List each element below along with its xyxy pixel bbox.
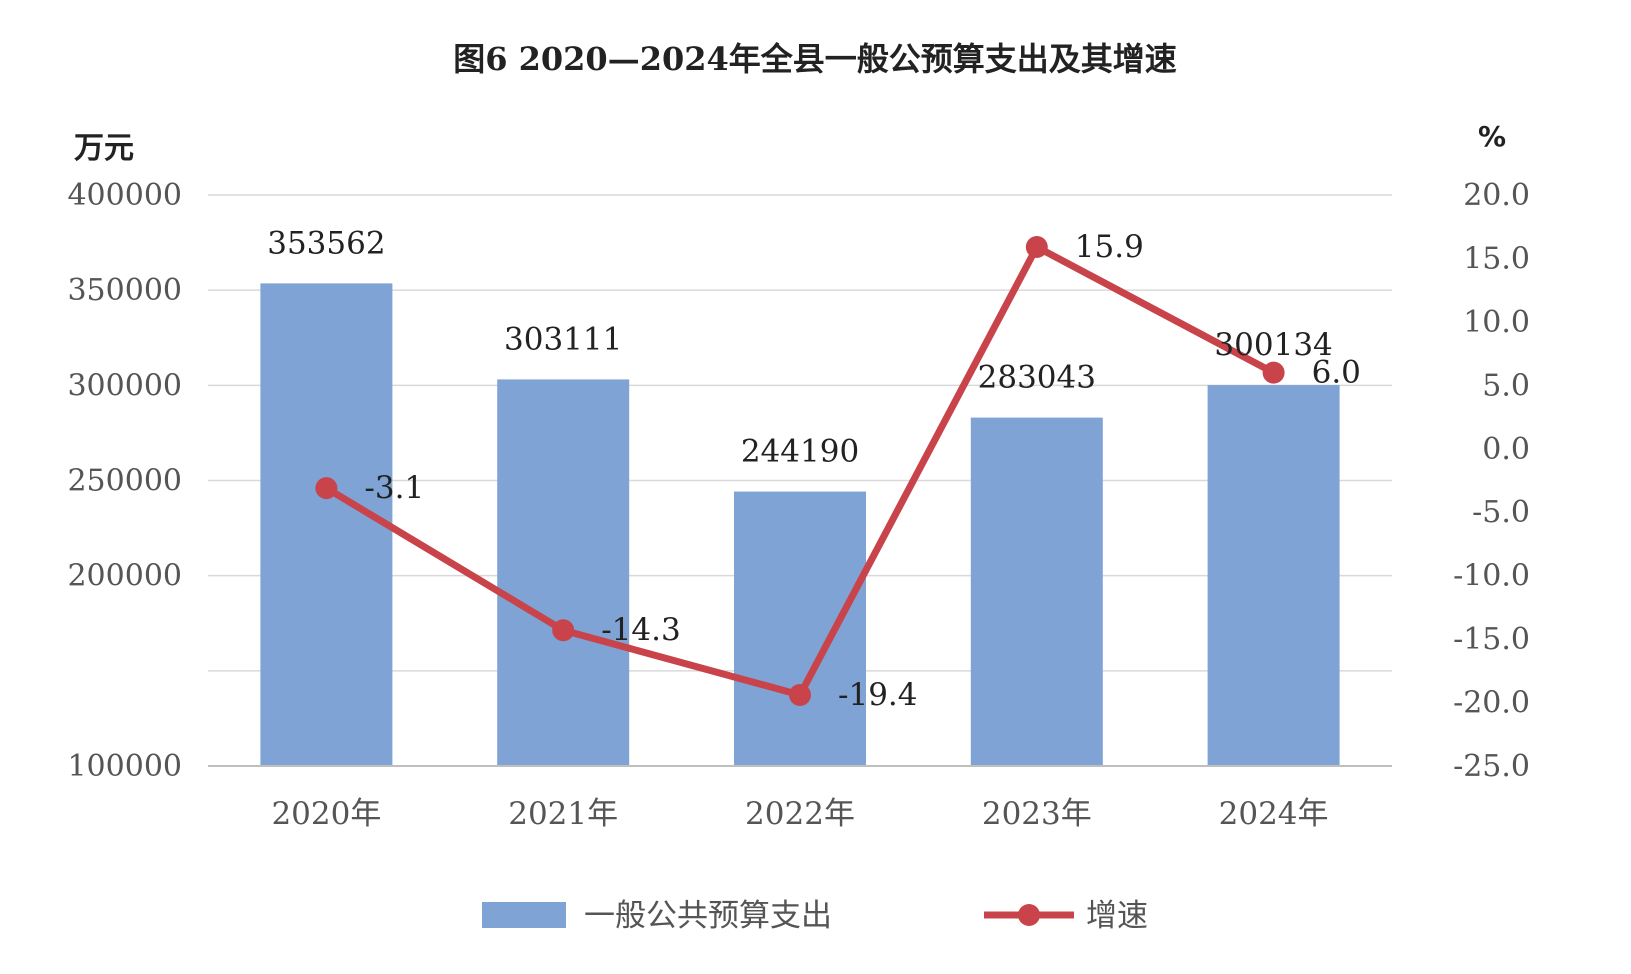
category-label: 2024年 (1219, 796, 1329, 832)
growth-point (1262, 361, 1285, 384)
right-tick-label: -25.0 (1453, 749, 1530, 784)
growth-value-label: 15.9 (1075, 229, 1144, 265)
bar (734, 491, 866, 766)
right-tick-label: -10.0 (1453, 559, 1530, 594)
left-tick-label: 350000 (67, 273, 182, 308)
bar-value-label: 303111 (504, 321, 622, 357)
bar (1207, 385, 1340, 766)
right-axis-unit: % (1478, 120, 1506, 153)
left-axis-unit: 万元 (74, 131, 134, 166)
category-label: 2021年 (508, 796, 618, 832)
legend: 一般公共预算支出 增速 (482, 898, 1148, 934)
bar (497, 379, 630, 766)
growth-value-label: 6.0 (1312, 355, 1361, 391)
bar (970, 417, 1103, 766)
left-tick-label: 300000 (67, 368, 182, 403)
bar-value-label: 283043 (978, 360, 1096, 396)
growth-point (315, 477, 338, 500)
legend-line-label: 增速 (1086, 898, 1148, 934)
legend-bar-swatch (482, 902, 566, 928)
growth-point (789, 683, 811, 706)
growth-point (552, 619, 575, 642)
right-tick-label: 10.0 (1463, 305, 1530, 340)
category-label: 2022年 (745, 796, 855, 832)
right-tick-label: 20.0 (1463, 178, 1530, 213)
data-labels: 353562 303111 244190 283043 300134 -3.1 -14.3 -… (267, 225, 1361, 713)
growth-value-label: -14.3 (601, 612, 681, 648)
chart-title: 图6 2020—2024年全县一般公预算支出及其增速 (453, 40, 1177, 78)
growth-value-label: -3.1 (364, 470, 424, 506)
left-tick-label: 200000 (67, 559, 182, 594)
category-label: 2023年 (982, 796, 1092, 832)
left-tick-label: 250000 (67, 464, 182, 499)
legend-line-marker (1018, 904, 1040, 926)
bar-value-label: 244190 (741, 434, 859, 470)
category-label: 2020年 (271, 796, 381, 832)
right-tick-label: -5.0 (1472, 495, 1530, 530)
bar-value-label: 300134 (1214, 327, 1332, 363)
axes: 400000 350000 300000 250000 200000 100000 20.0… (67, 178, 1530, 832)
line-series (315, 236, 1285, 706)
legend-bar-label: 一般公共预算支出 (584, 898, 832, 934)
bar (260, 283, 393, 766)
growth-point (1025, 236, 1048, 259)
right-tick-label: 0.0 (1482, 432, 1530, 467)
growth-value-label: -19.4 (838, 677, 918, 713)
bar-series (260, 283, 1340, 766)
right-tick-label: 5.0 (1482, 368, 1530, 403)
left-tick-label: 100000 (67, 749, 182, 784)
left-tick-label: 400000 (67, 178, 182, 213)
right-tick-label: 15.0 (1463, 241, 1530, 276)
right-tick-label: -15.0 (1453, 622, 1530, 657)
right-tick-label: -20.0 (1453, 686, 1530, 721)
bar-value-label: 353562 (267, 225, 385, 261)
